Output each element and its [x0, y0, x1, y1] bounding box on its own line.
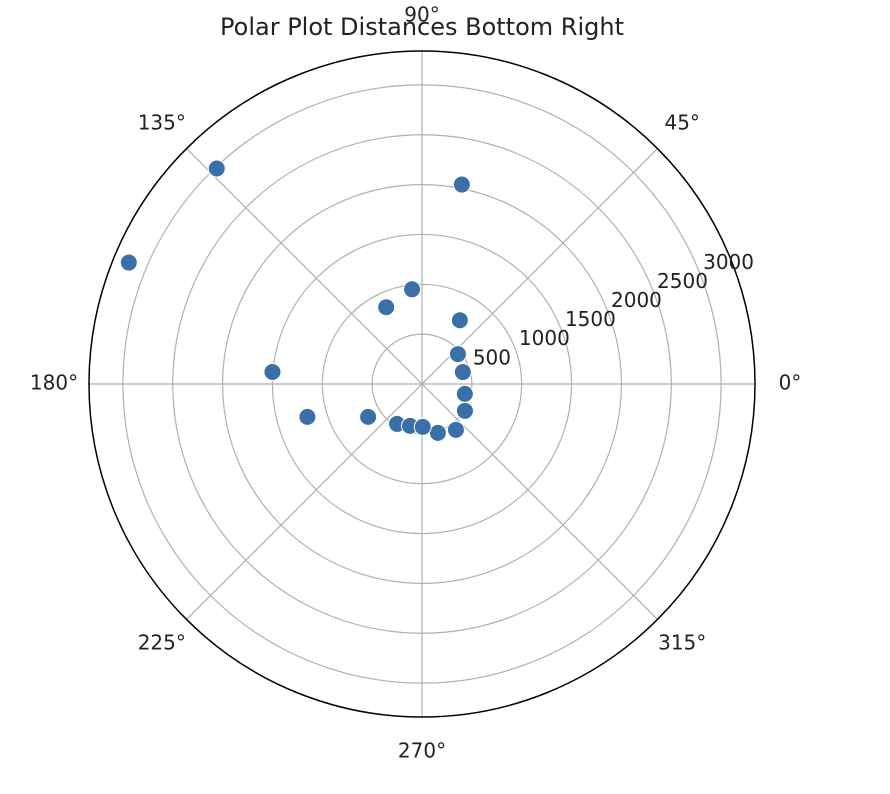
point [446, 420, 465, 439]
theta-tick-label: 0° [779, 371, 802, 395]
theta-tick-label: 45° [664, 110, 699, 134]
point [455, 384, 474, 403]
point [377, 298, 396, 317]
point [448, 345, 467, 364]
chart-title: Polar Plot Distances Bottom Right [220, 13, 624, 41]
point [207, 159, 226, 178]
point [298, 407, 317, 426]
grid-spoke [186, 148, 423, 385]
r-tick-label: 2500 [657, 269, 708, 293]
grid-spoke [421, 383, 658, 620]
point [263, 362, 282, 381]
theta-tick-label: 135° [138, 110, 186, 134]
grid-spoke [421, 148, 658, 385]
theta-tick-label: 90° [404, 3, 439, 27]
r-tick-label: 2000 [611, 288, 662, 312]
r-tick-label: 3000 [703, 250, 754, 274]
point [428, 423, 447, 442]
point [413, 417, 432, 436]
r-tick-label: 500 [473, 345, 511, 369]
theta-tick-label: 225° [138, 631, 186, 655]
point [359, 407, 378, 426]
r-tick-label: 1500 [565, 307, 616, 331]
point [119, 253, 138, 272]
point [450, 311, 469, 330]
theta-tick-label: 270° [398, 739, 446, 763]
point [403, 280, 422, 299]
theta-tick-label: 315° [658, 631, 706, 655]
point [453, 363, 472, 382]
theta-tick-label: 180° [30, 371, 78, 395]
r-tick-label: 1000 [519, 326, 570, 350]
point [452, 175, 471, 194]
polar-frame [88, 50, 756, 718]
grid-spoke [186, 383, 423, 620]
point [455, 401, 474, 420]
